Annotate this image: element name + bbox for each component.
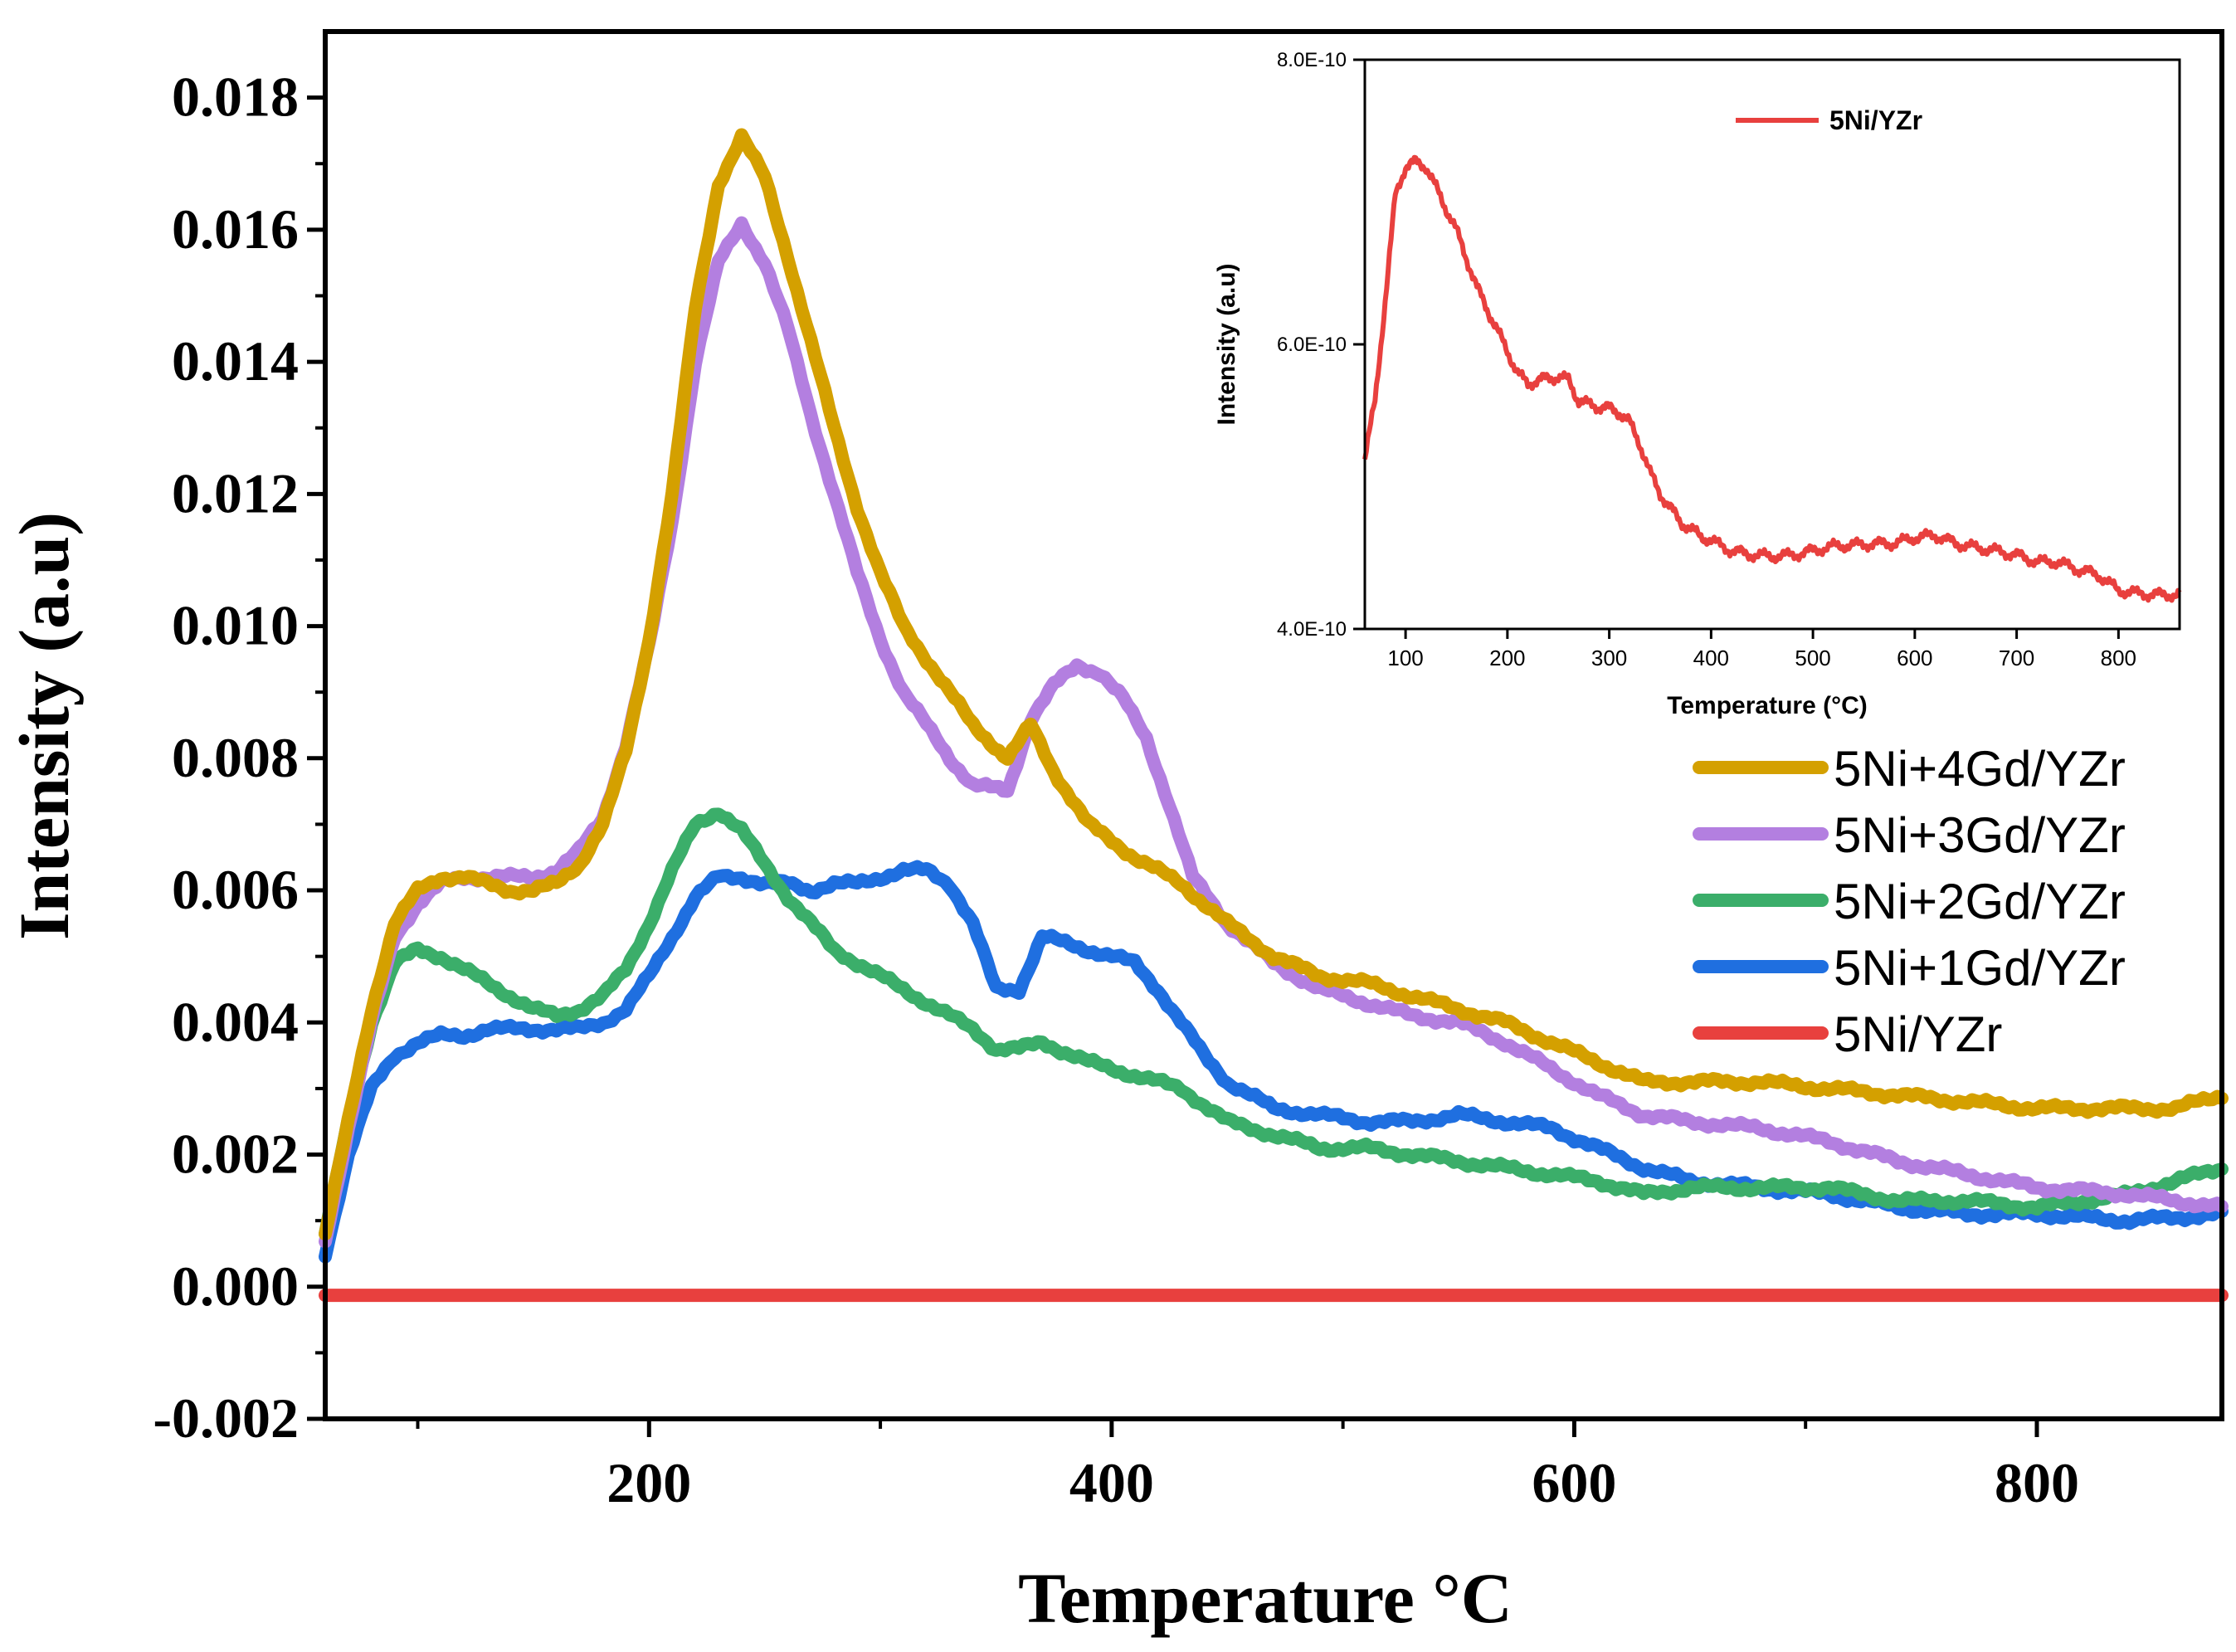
inset-y-tick-labels: 4.0E-10 6.0E-10 8.0E-10 (1277, 49, 1347, 641)
main-y-tick-label-5: 0.008 (172, 726, 299, 789)
inset-x-axis-label: Temperature (°C) (1667, 692, 1867, 719)
inset-y-tick-label-2: 8.0E-10 (1277, 49, 1347, 71)
main-legend-label-5ni-4gd-yzr: 5Ni+4Gd/YZr (1834, 741, 2126, 797)
main-y-tick-label-9: 0.016 (172, 197, 299, 261)
inset-legend-label-5ni-yzr: 5Ni/YZr (1829, 105, 1922, 135)
inset-x-tick-label-7: 800 (2101, 646, 2136, 670)
main-y-tick-label-10: 0.018 (172, 66, 299, 129)
main-series-group (319, 128, 2229, 1303)
main-y-tick-label-1: 0.000 (172, 1255, 299, 1318)
main-y-axis-label: Intensity (a.u) (4, 512, 84, 940)
inset-x-tick-label-2: 300 (1591, 646, 1627, 670)
main-legend: 5Ni+4Gd/YZr 5Ni+3Gd/YZr 5Ni+2Gd/YZr 5Ni+1Gd… (1693, 741, 2126, 1062)
inset-y-tick-label-1: 6.0E-10 (1277, 334, 1347, 356)
inset-x-tick-label-1: 200 (1489, 646, 1525, 670)
main-y-tick-label-2: 0.002 (172, 1123, 299, 1186)
main-chart: 200 400 600 800 -0.002 0.000 0.002 0.004 0.006 0… (4, 29, 2229, 1638)
main-legend-label-5ni-2gd-yzr: 5Ni+2Gd/YZr (1834, 874, 2126, 929)
main-x-tick-label-1: 400 (1069, 1451, 1154, 1514)
inset-x-tick-labels: 100 200 300 400 500 600 700 800 (1387, 646, 2136, 670)
main-y-tick-label-7: 0.012 (172, 461, 299, 524)
inset-y-axis-label: Intensity (a.u) (1213, 263, 1240, 425)
main-legend-label-5ni-yzr: 5Ni/YZr (1834, 1006, 2002, 1062)
inset-legend: 5Ni/YZr (1736, 105, 1922, 135)
inset-x-tick-label-6: 700 (1999, 646, 2034, 670)
inset-x-tick-label-4: 500 (1795, 646, 1830, 670)
main-y-tick-label-4: 0.006 (172, 858, 299, 921)
main-y-tick-label-0: -0.002 (153, 1386, 299, 1450)
main-legend-label-5ni-1gd-yzr: 5Ni+1Gd/YZr (1834, 940, 2126, 996)
inset-chart: 100 200 300 400 500 600 700 800 4.0E-10 6.0E-10 8… (1213, 49, 2182, 719)
main-y-tick-label-3: 0.004 (172, 990, 299, 1053)
main-x-tick-label-0: 200 (606, 1451, 691, 1514)
main-series-line-5ni-1gd-yzr (319, 860, 2229, 1264)
main-y-tick-label-6: 0.010 (172, 594, 299, 657)
main-series-line-5ni-2gd-yzr (319, 807, 2229, 1241)
main-plot-frame (323, 29, 2224, 1421)
inset-x-tick-label-3: 400 (1693, 646, 1729, 670)
main-legend-label-5ni-3gd-yzr: 5Ni+3Gd/YZr (1834, 807, 2126, 863)
main-x-axis-label: Temperature °C (1018, 1558, 1513, 1638)
inset-background (1365, 60, 2180, 629)
main-x-tick-label-3: 800 (1995, 1451, 2079, 1514)
inset-y-tick-label-0: 4.0E-10 (1277, 618, 1347, 641)
main-y-tick-label-8: 0.014 (172, 329, 299, 392)
inset-x-tick-label-0: 100 (1387, 646, 1423, 670)
inset-series-group (1362, 154, 2182, 603)
main-y-tick-labels: -0.002 0.000 0.002 0.004 0.006 0.008 0.010 0.01… (153, 66, 299, 1450)
inset-ticks (1353, 58, 2120, 639)
main-series-line-5ni-4gd-yzr (319, 128, 2229, 1241)
inset-series-line-5ni-yzr (1362, 154, 2182, 603)
inset-x-tick-label-5: 600 (1897, 646, 1932, 670)
main-x-tick-labels: 200 400 600 800 (606, 1451, 2079, 1514)
main-x-tick-label-2: 600 (1532, 1451, 1616, 1514)
